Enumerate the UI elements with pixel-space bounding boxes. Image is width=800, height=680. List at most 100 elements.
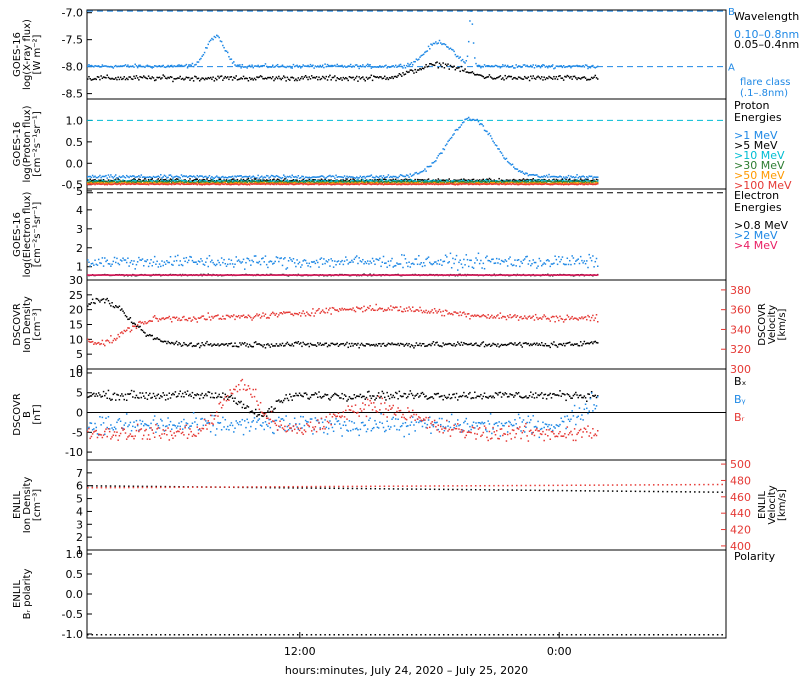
data-point	[284, 274, 286, 276]
data-point	[162, 274, 164, 276]
data-point	[565, 263, 567, 266]
data-point	[185, 76, 188, 79]
data-point	[261, 75, 263, 78]
data-point	[323, 181, 325, 183]
data-point	[334, 180, 336, 183]
data-point	[341, 343, 343, 345]
data-point	[208, 77, 211, 80]
panel-frame	[86, 279, 727, 370]
data-point	[122, 274, 124, 276]
data-point	[472, 178, 475, 181]
data-point	[206, 340, 208, 343]
data-point	[190, 180, 192, 183]
data-point	[251, 64, 253, 66]
data-point	[303, 181, 306, 183]
data-point	[225, 343, 228, 345]
data-point	[347, 263, 349, 265]
data-point	[301, 274, 303, 276]
data-point	[478, 183, 481, 186]
data-point	[331, 183, 334, 186]
data-point	[207, 274, 209, 276]
data-point	[502, 77, 504, 79]
data-point	[430, 274, 432, 276]
data-point	[430, 43, 432, 45]
data-point	[161, 177, 163, 179]
data-point	[482, 178, 485, 181]
data-point	[377, 66, 380, 69]
data-point	[314, 344, 317, 346]
data-point	[225, 183, 228, 186]
data-point	[453, 262, 455, 265]
right-tick-label: 340	[730, 323, 751, 336]
data-point	[500, 181, 503, 184]
data-point	[276, 178, 279, 180]
data-point	[383, 344, 386, 347]
data-point	[511, 65, 514, 67]
data-point	[321, 175, 324, 177]
data-point	[487, 76, 489, 78]
data-point	[592, 64, 594, 67]
data-point	[270, 343, 273, 345]
data-point	[369, 274, 371, 276]
data-point	[264, 255, 267, 257]
data-point	[419, 263, 421, 266]
data-point	[173, 274, 175, 276]
data-point	[308, 176, 311, 179]
data-point	[499, 150, 502, 153]
data-point	[444, 254, 447, 257]
data-point	[419, 67, 421, 70]
data-point	[259, 75, 262, 77]
data-point	[391, 179, 393, 182]
data-point	[472, 118, 475, 121]
data-point	[374, 183, 376, 185]
data-point	[416, 69, 419, 71]
data-point	[431, 274, 433, 276]
data-point	[326, 183, 329, 185]
data-point	[500, 78, 503, 80]
data-point	[90, 180, 93, 183]
data-point	[250, 177, 252, 179]
data-point	[493, 262, 496, 265]
data-point	[579, 178, 582, 180]
data-point	[457, 129, 459, 131]
data-point	[237, 182, 240, 184]
data-point	[172, 177, 174, 179]
data-point	[306, 183, 308, 185]
data-point	[397, 274, 399, 276]
data-point	[302, 341, 304, 344]
data-point	[481, 274, 483, 276]
data-point	[555, 175, 558, 178]
data-point	[168, 174, 171, 176]
data-point	[392, 77, 395, 80]
data-point	[145, 176, 147, 179]
data-point	[492, 183, 494, 185]
data-point	[312, 64, 314, 67]
data-point	[302, 180, 304, 182]
data-point	[558, 181, 560, 183]
data-point	[441, 183, 443, 185]
data-point	[222, 44, 224, 47]
data-point	[373, 180, 375, 183]
data-point	[254, 255, 257, 257]
data-point	[457, 274, 459, 276]
data-point	[587, 182, 589, 184]
data-point	[404, 178, 407, 180]
data-point	[230, 176, 233, 178]
data-point	[527, 76, 530, 78]
data-point	[207, 182, 209, 185]
data-point	[116, 181, 118, 183]
data-point	[506, 64, 509, 67]
data-point	[527, 274, 530, 276]
data-point	[452, 181, 454, 183]
data-point	[254, 180, 257, 183]
data-point	[324, 178, 326, 181]
data-point	[319, 78, 321, 81]
data-point	[117, 274, 119, 276]
data-point	[254, 183, 257, 185]
data-point	[429, 182, 431, 184]
data-point	[397, 176, 399, 179]
data-point	[465, 254, 468, 256]
data-point	[113, 78, 116, 80]
data-point	[433, 261, 436, 263]
data-point	[335, 181, 337, 184]
